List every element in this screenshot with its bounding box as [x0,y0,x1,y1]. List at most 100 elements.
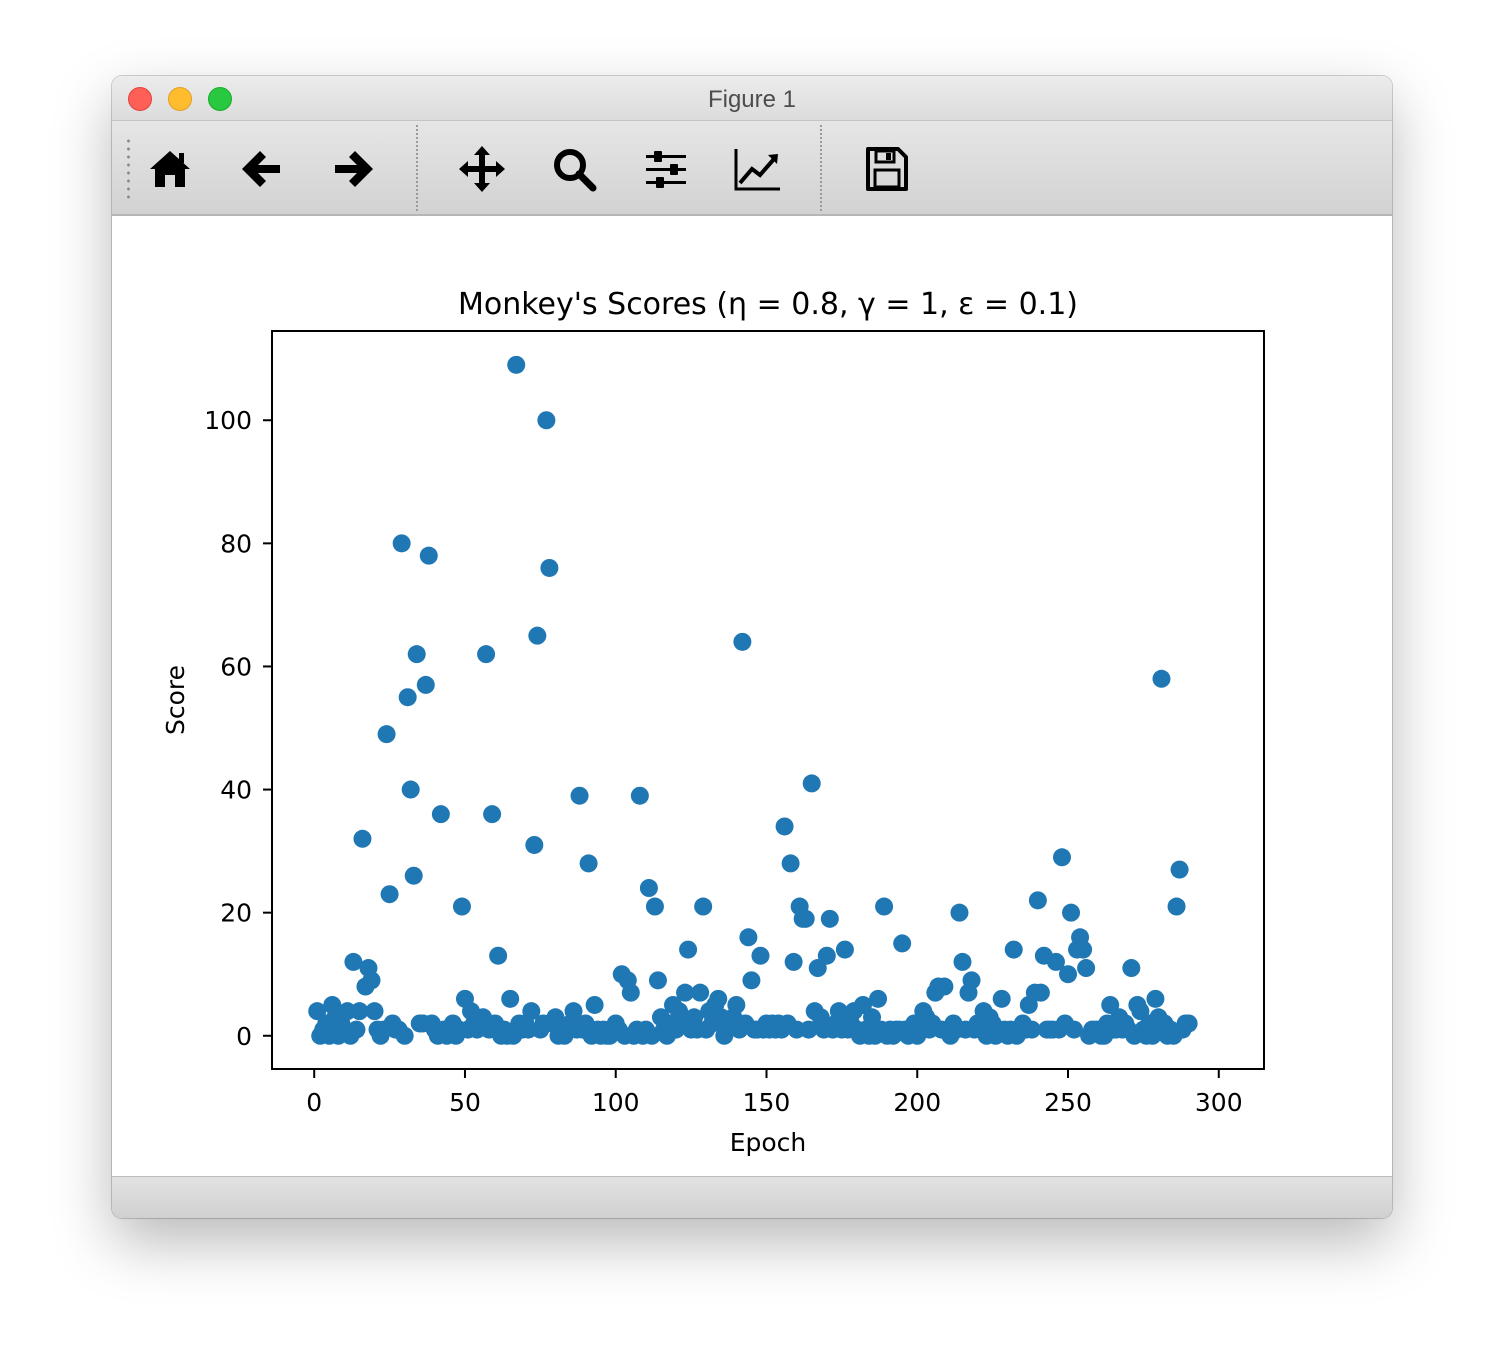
scatter-point [395,1026,414,1045]
toolbar-separator [416,125,418,211]
scatter-point [416,675,435,694]
customize-axes-button[interactable] [734,145,782,193]
y-tick-label: 0 [236,1022,252,1051]
close-window-button[interactable] [128,87,152,111]
scatter-point [1143,1026,1162,1045]
back-arrow-icon [242,151,280,187]
navigation-toolbar [112,121,1392,216]
scatter-point [829,1002,848,1021]
scatter-point [733,632,752,651]
back-button[interactable] [238,145,286,193]
x-tick-label: 300 [1195,1088,1243,1117]
minimize-window-button[interactable] [168,87,192,111]
zoom-window-button[interactable] [208,87,232,111]
figure-canvas[interactable]: 0 50 100 150 200 250 300 0 20 40 60 80 100 Monkey's … [112,216,1392,1176]
scatter-point [419,546,438,565]
scatter-point [308,1002,327,1021]
home-button[interactable] [146,145,194,193]
pan-move-icon [459,146,505,192]
pan-button[interactable] [458,145,506,193]
scatter-point [645,897,664,916]
scatter-point [676,983,695,1002]
scatter-point [407,645,426,664]
scatter-point [694,897,713,916]
scatter-point [537,411,556,430]
scatter-point [344,952,363,971]
zoom-button[interactable] [550,145,598,193]
scatter-point [639,879,658,898]
title-bar[interactable]: Figure 1 [112,76,1392,121]
save-button[interactable] [862,145,910,193]
scatter-point [1170,860,1189,879]
axes-frame [271,330,1265,1070]
scatter-point [501,989,520,1008]
scatter-point [377,725,396,744]
scatter-point [483,805,502,824]
scatter-point [353,829,372,848]
scatter-point [875,897,894,916]
save-floppy-icon [866,147,908,191]
x-tick-label: 100 [592,1088,640,1117]
scatter-point [893,934,912,953]
scatter-point [796,909,815,928]
axis-ticks: 0 50 100 150 200 250 300 0 20 40 60 80 100 [204,406,1242,1117]
x-tick-label: 250 [1044,1088,1092,1117]
scatter-point [564,1002,583,1021]
scatter-point [820,909,839,928]
scatter-point [863,1008,882,1027]
scatter-point [1028,891,1047,910]
scatter-point [648,971,667,990]
scatter-point [1052,848,1071,867]
scatter-point [525,835,544,854]
scatter-point [1062,903,1081,922]
scatter-point [1167,897,1186,916]
y-tick-label: 20 [220,899,252,928]
window-title: Figure 1 [707,86,797,113]
scatter-point [431,805,450,824]
scatter-point [950,903,969,922]
subplots-sliders-icon [646,151,686,188]
scatter-point [398,688,417,707]
scatter-point [1065,1020,1084,1039]
scatter-point [1022,1020,1041,1039]
scatter-point [808,959,827,978]
scatter-point [630,786,649,805]
scatter-point [1131,1002,1150,1021]
scatter-point [739,928,758,947]
scatter-point [835,940,854,959]
scatter-point [727,995,746,1014]
scatter-point [477,645,496,664]
scatter-point [751,946,770,965]
y-tick-label: 80 [220,529,252,558]
scatter-point [365,1002,384,1021]
scatter-point [1059,965,1078,984]
scatter-point [802,774,821,793]
scatter-point [1046,952,1065,971]
x-tick-label: 150 [743,1088,791,1117]
scatter-point [962,971,981,990]
forward-button[interactable] [329,145,377,193]
toolbar-separator [820,125,822,211]
scatter-point [522,1002,541,1021]
scatter-point [1077,959,1096,978]
scatter-point [380,885,399,904]
scatter-point [799,1020,818,1039]
scatter-point [992,989,1011,1008]
scatter-point [1179,1014,1198,1033]
scatter-point [1122,959,1141,978]
scatter-point [679,940,698,959]
scatter-point [621,983,640,1002]
scatter-points [308,355,1198,1045]
scatter-point [507,355,526,374]
scatter-point [781,854,800,873]
scatter-point [452,897,471,916]
subplots-button[interactable] [642,145,690,193]
x-axis-label: Epoch [730,1128,807,1157]
scatter-point [935,977,954,996]
zoom-magnifier-icon [554,149,597,192]
scatter-point [742,971,761,990]
scatter-point [1146,989,1165,1008]
scatter-point [784,952,803,971]
scatter-point [362,971,381,990]
toolbar-grip-handle[interactable] [127,137,130,201]
